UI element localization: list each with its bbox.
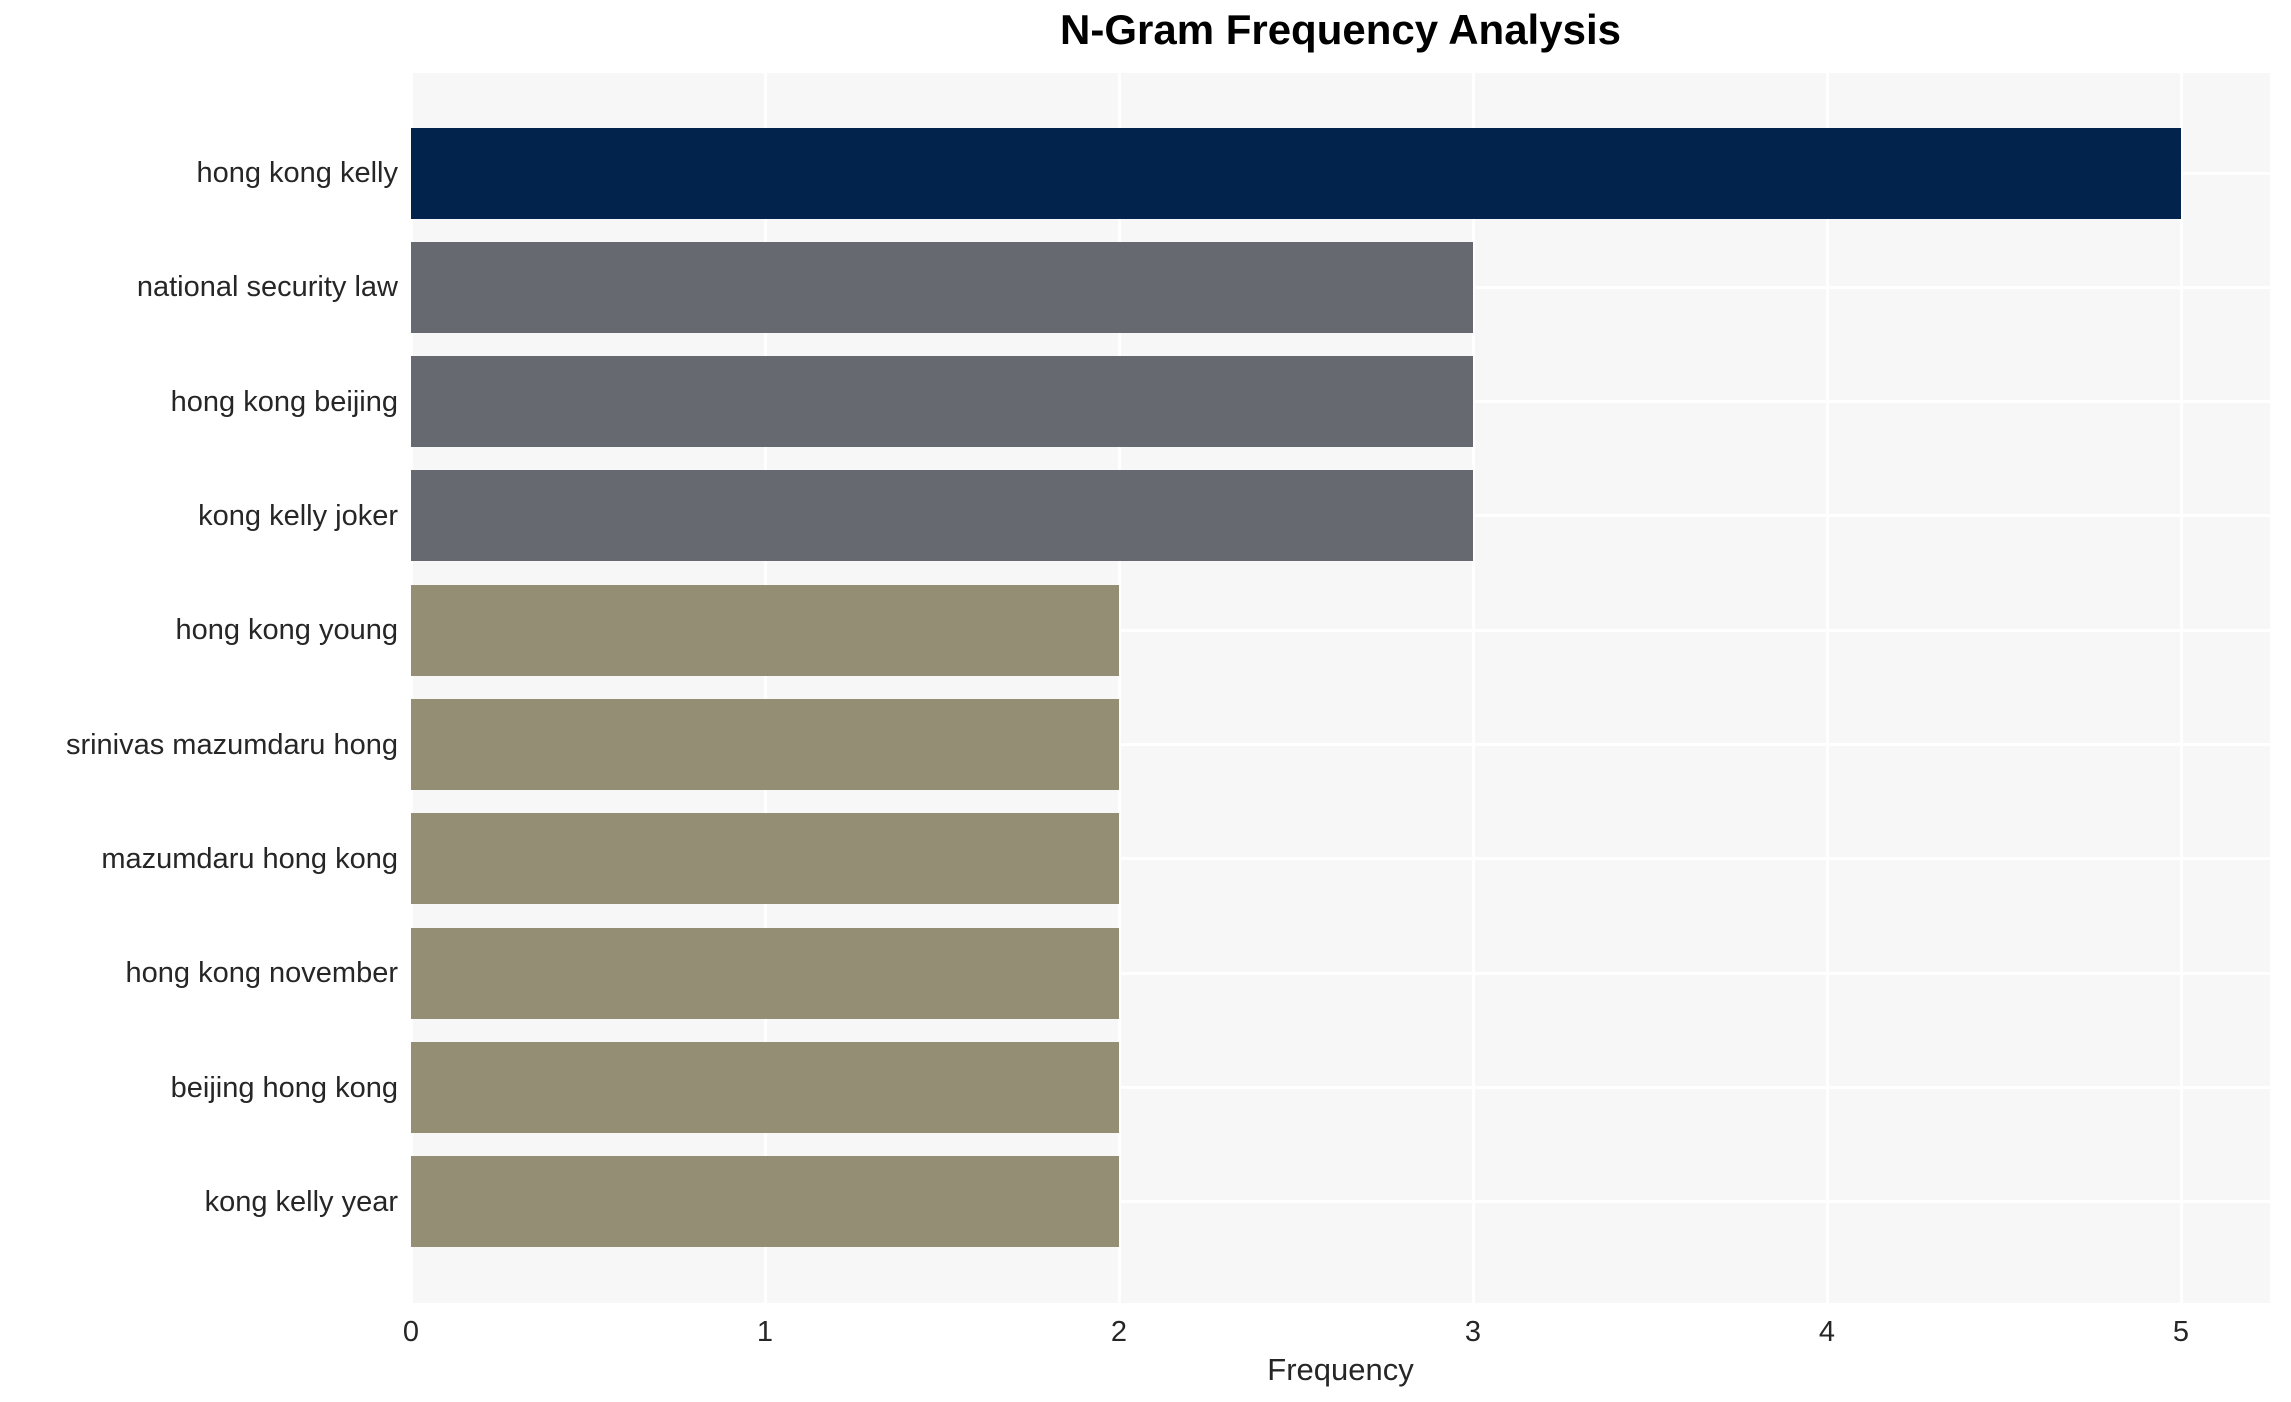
x-tick-label-0: 0	[402, 1316, 420, 1348]
y-gridline	[411, 971, 2270, 975]
y-tick-label: srinivas mazumdaru hong	[65, 728, 398, 761]
y-gridline	[411, 1086, 2270, 1090]
x-gridline-5	[2179, 73, 2183, 1303]
x-tick-label-5: 5	[2172, 1316, 2190, 1348]
y-tick-label: kong kelly joker	[198, 499, 398, 532]
x-tick-label-3: 3	[1464, 1316, 1482, 1348]
bar-hong-kong-november	[411, 927, 1119, 1019]
bar-hong-kong-kelly	[411, 127, 2181, 219]
bar-beijing-hong-kong	[411, 1042, 1119, 1134]
x-gridline-1	[763, 73, 767, 1303]
y-tick-label: mazumdaru hong kong	[101, 842, 398, 875]
y-tick-label: beijing hong kong	[170, 1071, 398, 1104]
x-gridline-2	[1117, 73, 1121, 1303]
bar-hong-kong-young	[411, 584, 1119, 676]
y-tick-label: hong kong beijing	[170, 385, 398, 418]
y-tick-label: hong kong young	[175, 614, 398, 647]
chart-title: N-Gram Frequency Analysis	[1060, 6, 1621, 53]
y-gridline	[411, 1200, 2270, 1204]
bar-national-security-law	[411, 241, 1473, 333]
bar-kong-kelly-year	[411, 1156, 1119, 1248]
y-gridline	[411, 857, 2270, 861]
bar-mazumdaru-hong-kong	[411, 813, 1119, 905]
x-tick-label-1: 1	[756, 1316, 774, 1348]
x-gridline-0	[411, 73, 413, 1303]
x-axis-title: Frequency	[1267, 1352, 1414, 1387]
y-gridline	[411, 628, 2270, 632]
bar-kong-kelly-joker	[411, 470, 1473, 562]
bar-srinivas-mazumdaru-hong	[411, 699, 1119, 791]
x-gridline-4	[1825, 73, 1829, 1303]
y-tick-label: hong kong november	[125, 957, 398, 990]
x-tick-label-2: 2	[1110, 1316, 1128, 1348]
x-gridline-3	[1471, 73, 1475, 1303]
x-tick-label-4: 4	[1818, 1316, 1836, 1348]
y-tick-label: kong kelly year	[204, 1185, 398, 1218]
y-tick-label: national security law	[136, 271, 398, 304]
bar-hong-kong-beijing	[411, 356, 1473, 448]
y-gridline	[411, 743, 2270, 747]
y-tick-label: hong kong kelly	[196, 157, 398, 189]
plot-area	[411, 73, 2270, 1303]
